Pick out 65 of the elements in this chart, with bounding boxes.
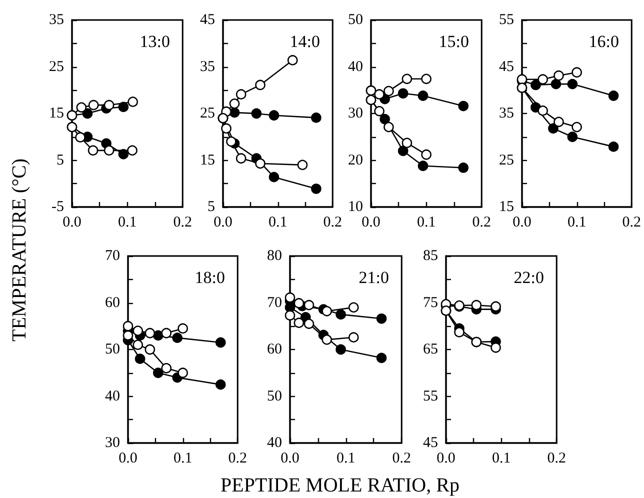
x-tick-label: 0.2 <box>622 214 641 230</box>
y-tick-label: 60 <box>267 342 282 358</box>
y-tick-label: 25 <box>49 58 64 75</box>
y-tick-label: 35 <box>49 12 64 28</box>
x-tick-label: 0.0 <box>118 450 138 466</box>
x-tick-label: 0.1 <box>336 450 356 466</box>
y-tick-label: 35 <box>200 58 215 75</box>
text: 22:0 <box>514 268 544 287</box>
text: 15:0 <box>438 32 470 51</box>
x-tick-label: 0.1 <box>416 214 436 230</box>
x-tick-label: 0.2 <box>472 214 491 230</box>
x-tick-label: 0.0 <box>512 214 532 230</box>
x-tick-label: 0.2 <box>228 450 247 466</box>
x-tick-label: 0.1 <box>268 214 288 230</box>
y-tick-label: 80 <box>267 248 282 264</box>
x-tick-label: 0.0 <box>62 214 82 230</box>
x-axis-title: PEPTIDE MOLE RATIO, Rp <box>220 474 460 498</box>
y-tick-label: -5 <box>52 199 64 215</box>
y-tick-label: 5 <box>56 152 64 168</box>
y-tick-label: 30 <box>105 435 120 451</box>
y-tick-label: 85 <box>423 248 438 264</box>
y-tick-label: 55 <box>423 388 438 404</box>
x-tick-label: 0.1 <box>173 450 192 466</box>
y-tick-label: 40 <box>105 388 120 404</box>
y-tick-label: 55 <box>499 12 514 28</box>
text: 21:0 <box>358 268 390 287</box>
x-tick-label: 0.0 <box>214 214 232 230</box>
x-tick-label: 0.1 <box>492 450 511 466</box>
y-tick-label: 25 <box>499 152 514 168</box>
y-tick-label: 30 <box>348 106 363 122</box>
text: 14:0 <box>290 32 320 51</box>
y-tick-label: 60 <box>105 294 120 311</box>
y-tick-label: 45 <box>423 435 438 451</box>
text: 13:0 <box>140 32 170 51</box>
y-tick-label: 15 <box>499 199 514 215</box>
x-tick-label: 0.0 <box>362 214 380 230</box>
text: 18:0 <box>194 268 226 287</box>
x-tick-label: 0.2 <box>392 450 411 466</box>
y-tick-label: 45 <box>499 58 514 75</box>
y-tick-label: 50 <box>105 342 120 358</box>
y-axis-title: TEMPERATURE (°C) <box>8 158 32 342</box>
y-tick-label: 40 <box>348 58 363 75</box>
x-tick-label: 0.2 <box>547 450 566 466</box>
y-tick-label: 15 <box>49 106 64 122</box>
y-tick-label: 65 <box>423 342 438 358</box>
y-tick-label: 20 <box>348 152 363 168</box>
y-tick-label: 15 <box>200 152 215 168</box>
x-tick-label: 0.0 <box>280 450 300 466</box>
y-tick-label: 10 <box>348 199 363 215</box>
y-tick-label: 50 <box>348 12 363 28</box>
y-tick-label: 35 <box>499 106 514 122</box>
x-tick-label: 0.0 <box>436 450 456 466</box>
x-tick-label: 0.2 <box>173 214 192 230</box>
y-tick-label: 70 <box>267 294 282 311</box>
y-tick-label: 50 <box>267 388 282 404</box>
y-tick-label: 75 <box>423 294 438 311</box>
text: 16:0 <box>588 32 620 51</box>
y-tick-label: 25 <box>200 106 215 122</box>
y-tick-label: 5 <box>208 199 215 215</box>
x-tick-label: 0.2 <box>323 214 342 230</box>
x-tick-label: 0.1 <box>567 214 586 230</box>
y-tick-label: 40 <box>267 435 282 451</box>
y-tick-label: 70 <box>105 248 120 264</box>
y-tick-label: 45 <box>200 12 215 28</box>
x-tick-label: 0.1 <box>118 214 137 230</box>
